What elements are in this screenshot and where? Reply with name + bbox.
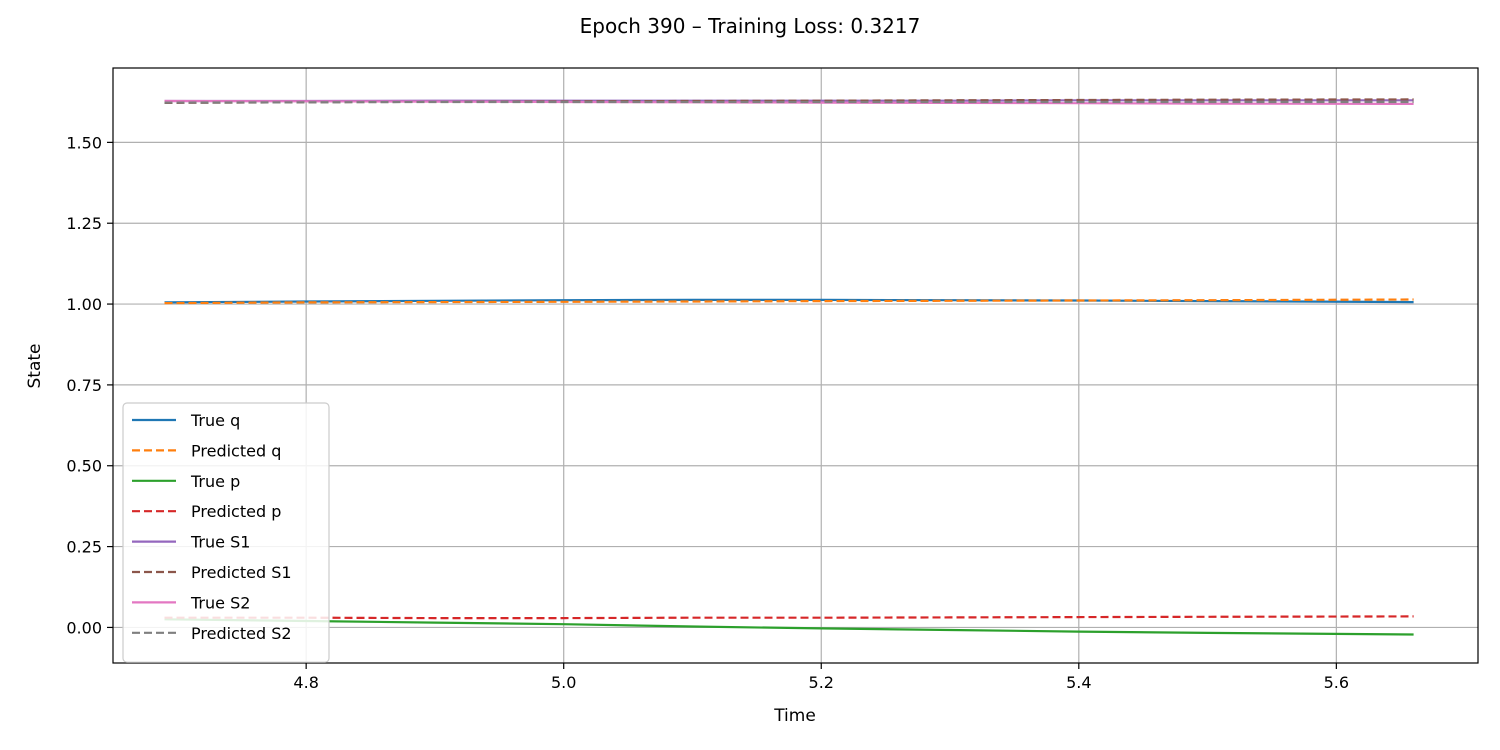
y-axis-label: State	[25, 344, 45, 389]
plot-frame	[112, 67, 1479, 664]
legend-label: Predicted S2	[191, 624, 292, 643]
series-line-3	[164, 618, 1414, 636]
legend-box	[122, 402, 330, 663]
x-tick-label: 5.0	[551, 673, 576, 692]
legend-label: Predicted q	[191, 441, 281, 460]
y-axis: 0.00 0.25 0.50 0.75 1.00 1.25 1.50	[66, 133, 113, 637]
x-axis: 4.8 5.0 5.2 5.4 5.6	[293, 663, 1349, 692]
series-line-2	[164, 298, 1414, 305]
chart-title: Epoch 390 – Training Loss: 0.3217	[580, 14, 921, 38]
x-tick-label: 5.6	[1324, 673, 1349, 692]
legend-label: True q	[190, 411, 240, 430]
y-tick-label: 0.25	[66, 538, 102, 557]
legend: True q Predicted q True p Predicted p True S…	[122, 402, 330, 663]
y-tick-label: 0.00	[66, 618, 102, 637]
y-tick-label: 1.50	[66, 133, 102, 152]
legend-label: True p	[190, 472, 240, 491]
legend-label: Predicted p	[191, 502, 281, 521]
x-tick-label: 4.8	[293, 673, 318, 692]
x-tick-label: 5.4	[1066, 673, 1091, 692]
series-lines	[164, 98, 1414, 636]
y-tick-label: 1.00	[66, 295, 102, 314]
series-line-4	[164, 615, 1414, 620]
x-axis-label: Time	[773, 706, 816, 726]
series-line-8	[164, 100, 1414, 104]
y-tick-label: 1.25	[66, 214, 102, 233]
y-tick-label: 0.50	[66, 457, 102, 476]
legend-label: True S1	[190, 533, 250, 552]
legend-label: True S2	[190, 593, 250, 612]
legend-label: Predicted S1	[191, 563, 292, 582]
x-tick-label: 5.2	[809, 673, 834, 692]
y-tick-label: 0.75	[66, 376, 102, 395]
